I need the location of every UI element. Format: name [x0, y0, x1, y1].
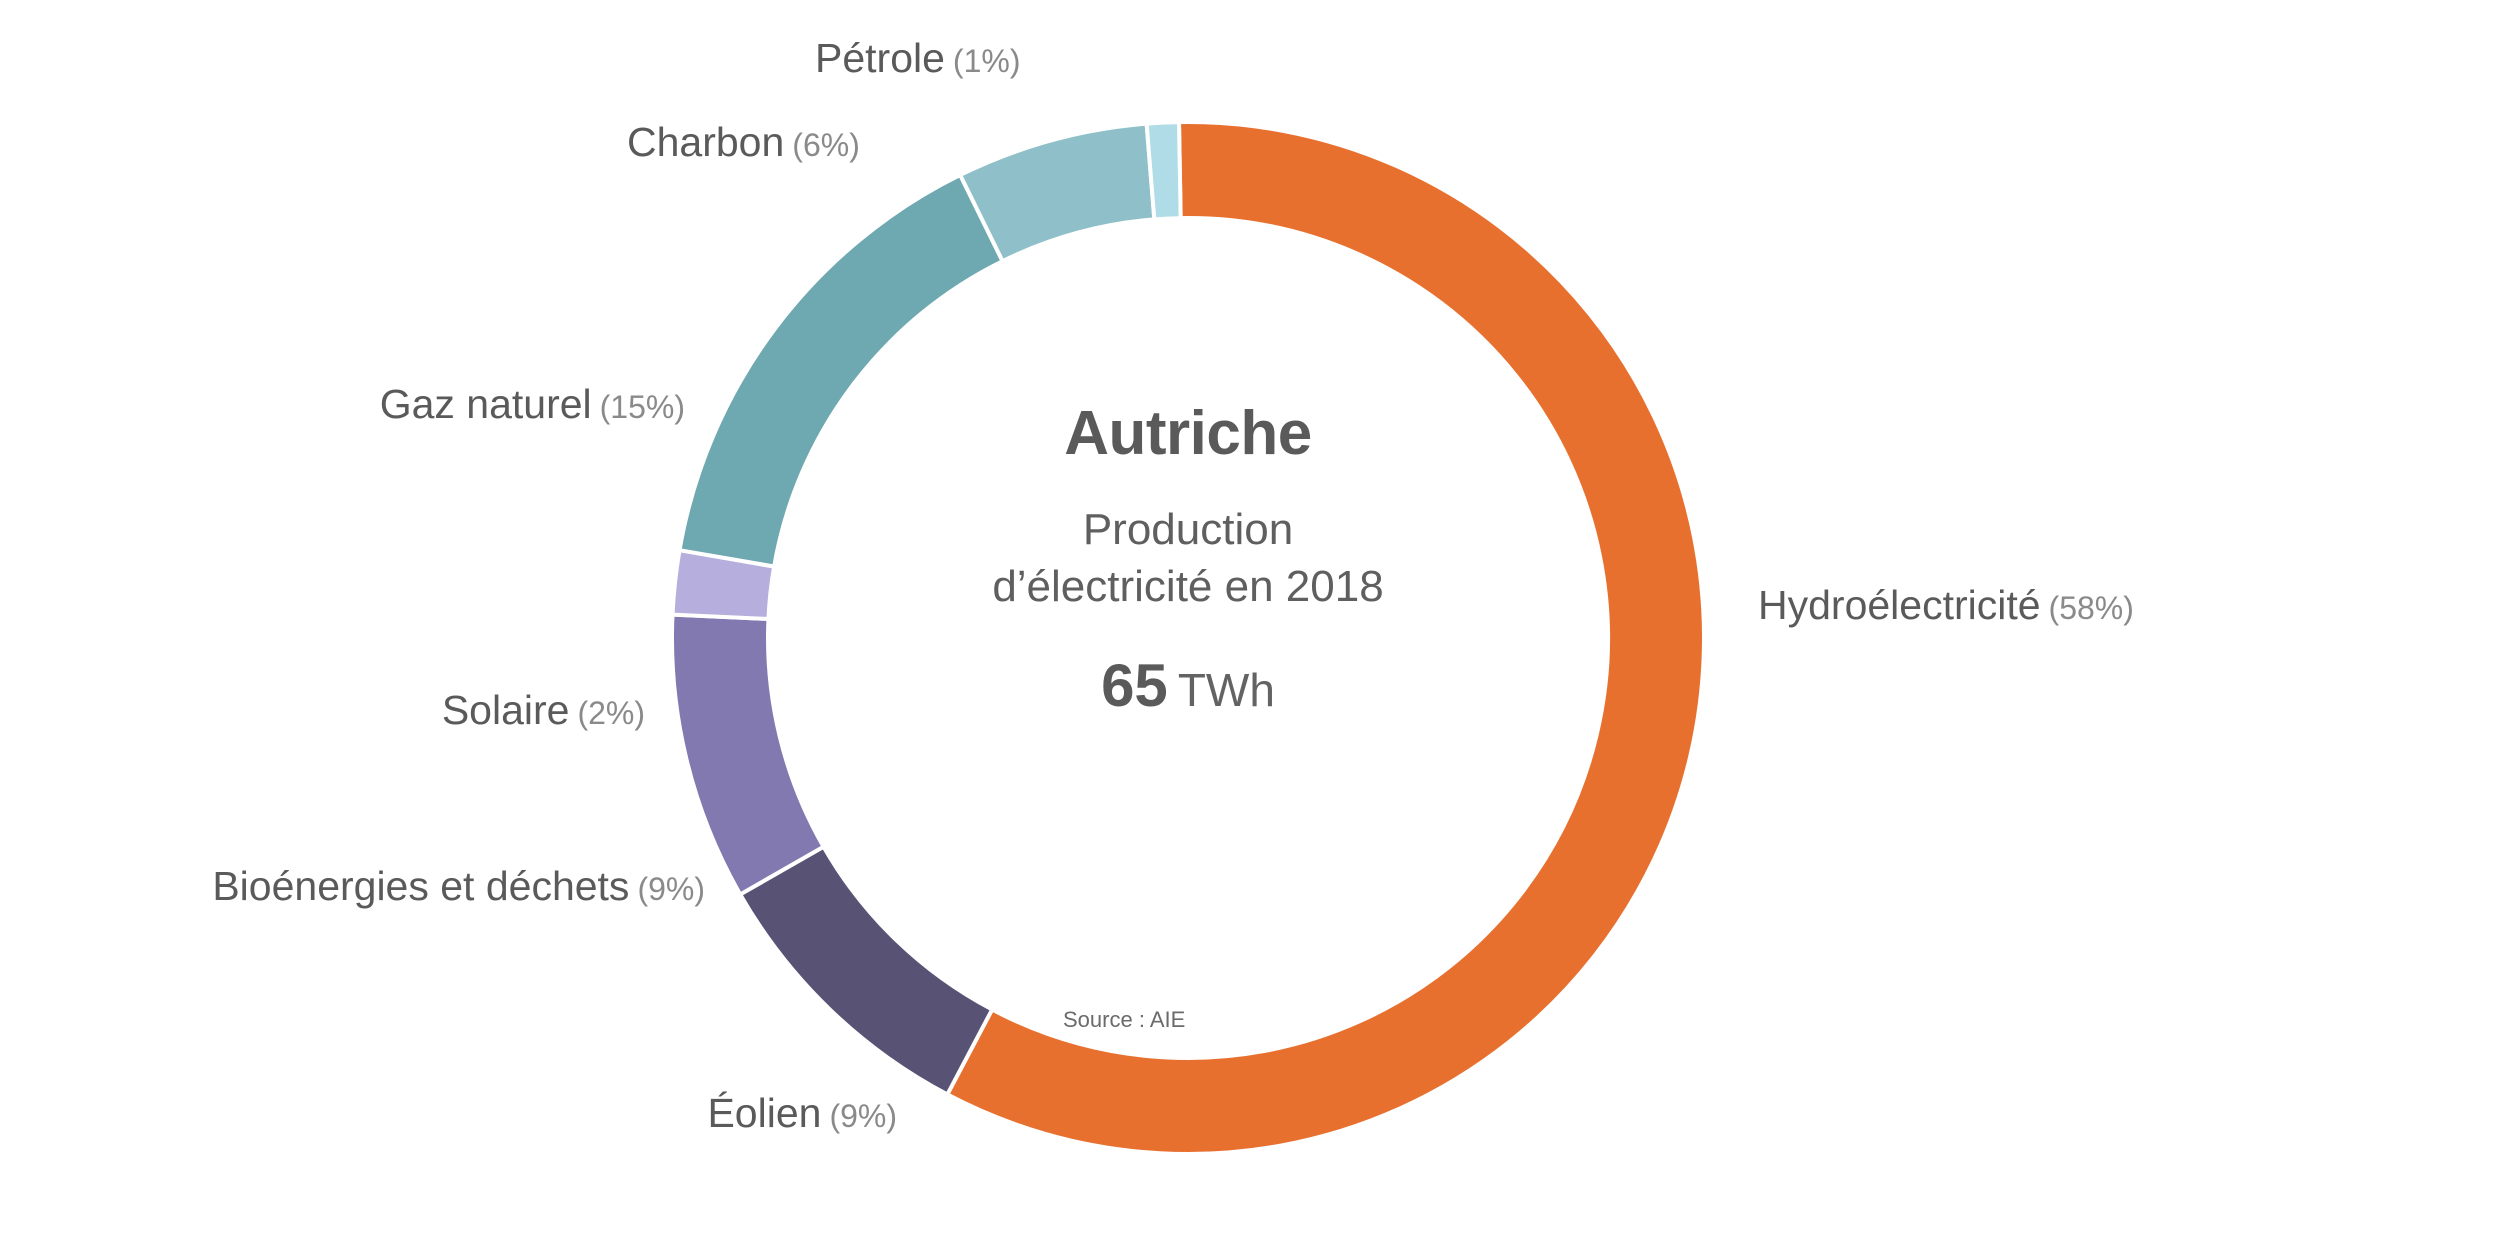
slice-label-gaz-naturel-name: Gaz naturel	[379, 381, 592, 427]
donut-slice-group	[670, 120, 1706, 1156]
slice-label-hydroelectricite: Hydroélectricité (58%)	[1758, 585, 2134, 626]
source-note: Source : AIE	[1063, 1007, 1186, 1032]
slice-label-solaire: Solaire (2%)	[442, 690, 645, 731]
donut-slice[interactable]	[737, 843, 995, 1098]
slice-label-eolien-pct: (9%)	[829, 1098, 897, 1134]
slice-label-gaz-naturel-pct: (15%)	[599, 389, 685, 425]
donut-slice[interactable]	[944, 120, 1706, 1156]
slice-label-eolien: Éolien (9%)	[707, 1093, 897, 1134]
slice-label-charbon: Charbon (6%)	[627, 122, 860, 163]
donut-slice[interactable]	[670, 612, 827, 898]
donut-slice[interactable]	[1144, 120, 1183, 222]
slice-label-charbon-pct: (6%)	[792, 127, 860, 163]
slice-label-solaire-pct: (2%)	[577, 695, 645, 731]
slice-label-petrole-pct: (1%)	[952, 43, 1021, 79]
slice-label-hydroelectricite-pct: (58%)	[2048, 590, 2134, 626]
slice-label-eolien-name: Éolien	[707, 1090, 822, 1136]
slice-label-petrole-name: Pétrole	[815, 35, 945, 81]
slice-label-bioenergies-et-dechets: Bioénergies et déchets (9%)	[212, 866, 705, 907]
slice-label-solaire-name: Solaire	[441, 687, 570, 733]
slice-label-gaz-naturel: Gaz naturel (15%)	[380, 384, 685, 425]
slice-label-charbon-name: Charbon	[627, 119, 785, 165]
slice-label-bioenergies-et-dechets-name: Bioénergies et déchets	[212, 863, 630, 909]
slice-label-hydroelectricite-name: Hydroélectricité	[1758, 582, 2041, 628]
slice-label-bioenergies-et-dechets-pct: (9%)	[637, 871, 705, 907]
slice-label-petrole: Pétrole (1%)	[815, 38, 1020, 79]
donut-slice[interactable]	[677, 172, 1006, 569]
